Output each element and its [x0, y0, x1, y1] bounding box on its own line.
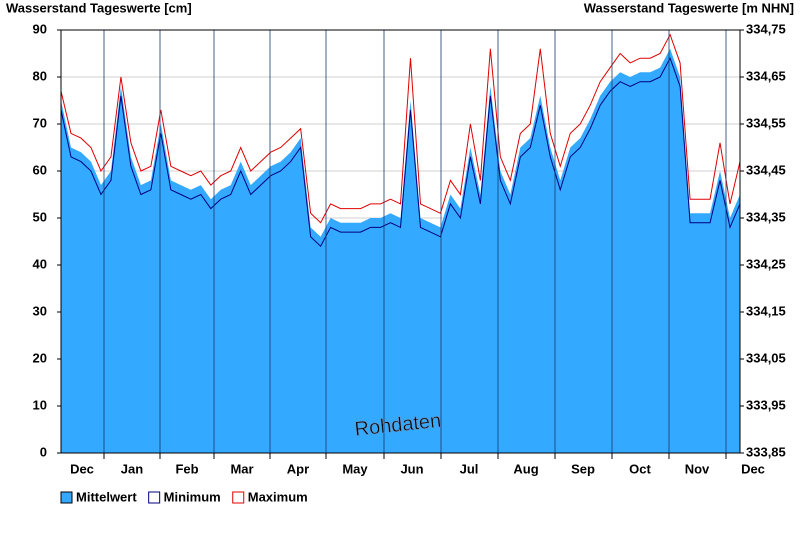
legend-label: Maximum [248, 489, 308, 504]
y-tick-label: 60 [33, 162, 47, 177]
legend-label: Minimum [164, 489, 221, 504]
x-tick-label: Apr [287, 461, 309, 476]
y2-tick-label: 334,55 [746, 115, 786, 130]
y2-tick-label: 334,15 [746, 303, 786, 318]
x-tick-label: Dec [741, 461, 765, 476]
y2-tick-label: 334,25 [746, 256, 786, 271]
y-tick-label: 30 [33, 303, 47, 318]
title-left: Wasserstand Tageswerte [cm] [6, 0, 192, 15]
y2-tick-label: 334,05 [746, 350, 786, 365]
y-tick-label: 50 [33, 209, 47, 224]
y2-tick-label: 334,45 [746, 162, 786, 177]
x-tick-label: Aug [513, 461, 538, 476]
y-tick-label: 0 [40, 444, 47, 459]
x-tick-label: Feb [175, 461, 198, 476]
legend-swatch [60, 491, 73, 504]
y-tick-label: 20 [33, 350, 47, 365]
x-tick-label: Jun [400, 461, 423, 476]
x-tick-label: Mar [230, 461, 253, 476]
y2-tick-label: 334,75 [746, 21, 786, 36]
x-tick-label: May [342, 461, 368, 476]
x-tick-label: Jul [460, 461, 479, 476]
legend-swatch [148, 491, 161, 504]
x-tick-label: Dec [70, 461, 94, 476]
y2-tick-label: 334,35 [746, 209, 786, 224]
y-tick-label: 90 [33, 21, 47, 36]
x-tick-label: Nov [685, 461, 710, 476]
x-tick-label: Oct [629, 461, 651, 476]
area [61, 48, 740, 454]
y-tick-label: 10 [33, 397, 47, 412]
y2-tick-label: 333,95 [746, 397, 786, 412]
line [60, 56, 741, 248]
plot-frame [60, 29, 741, 454]
title-right: Wasserstand Tageswerte [m NHN] [584, 0, 794, 15]
line [60, 33, 741, 224]
y-tick-label: 80 [33, 68, 47, 83]
legend-label: Mittelwert [76, 489, 137, 504]
x-tick-label: Sep [571, 461, 595, 476]
y-tick-label: 40 [33, 256, 47, 271]
y2-tick-label: 334,65 [746, 68, 786, 83]
y-tick-label: 70 [33, 115, 47, 130]
y2-tick-label: 333,85 [746, 444, 786, 459]
x-tick-label: Jan [121, 461, 143, 476]
legend-swatch [232, 491, 245, 504]
